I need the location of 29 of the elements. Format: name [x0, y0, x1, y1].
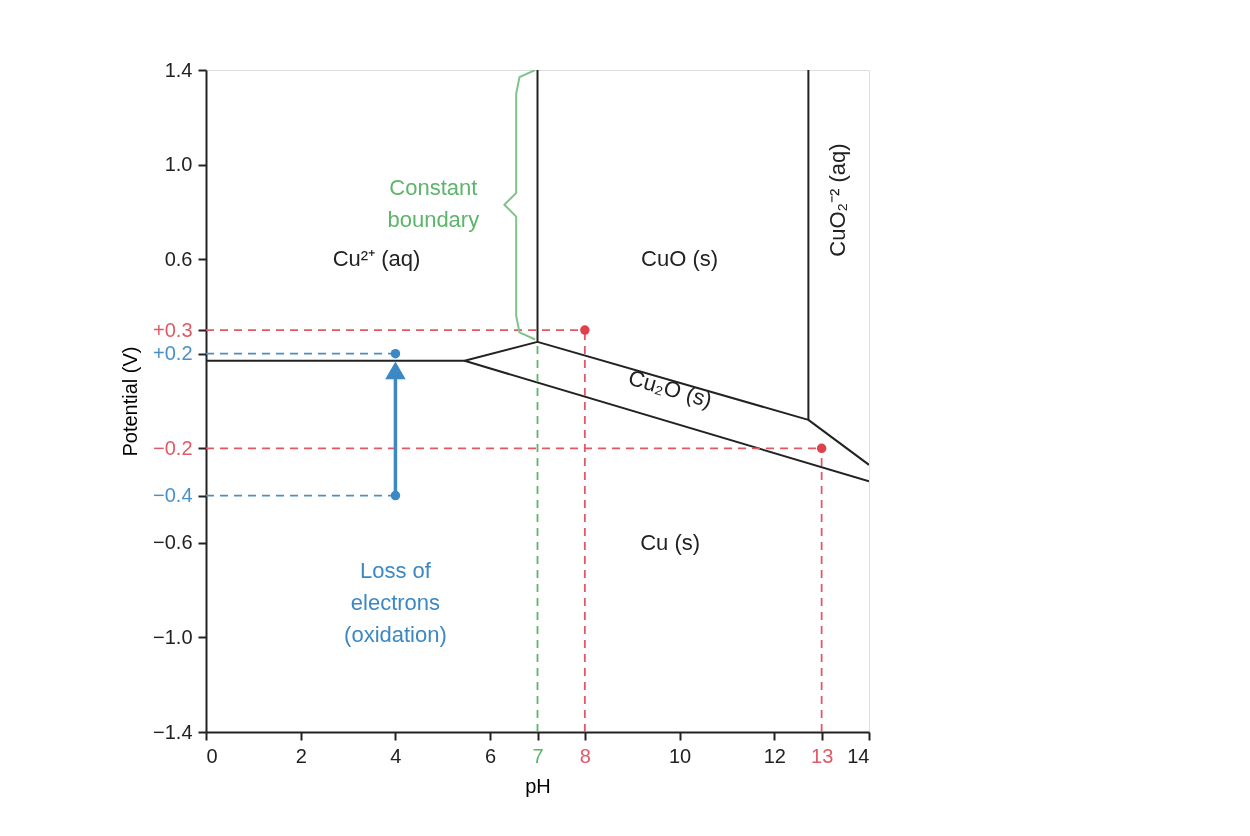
- annotation: Cu (s): [640, 529, 701, 555]
- x-tick-label: 4: [390, 744, 402, 767]
- x-tick-label: 13: [811, 744, 834, 767]
- x-tick-label: 6: [485, 744, 497, 767]
- x-tick-label: 12: [763, 744, 786, 767]
- y-tick-label: −0.2: [153, 436, 193, 459]
- x-tick-label: 10: [668, 744, 692, 767]
- annotation: Cu₂O (s): [625, 364, 715, 413]
- y-tick-label: 0.6: [164, 247, 193, 270]
- y-tick-label: 1.4: [164, 58, 193, 81]
- y-tick-label: +0.2: [153, 342, 193, 365]
- annotation: Constant boundary: [387, 175, 480, 233]
- y-tick-label: −0.4: [153, 484, 193, 507]
- y-tick-label: 1.0: [164, 153, 193, 176]
- x-axis-title: pH: [525, 774, 551, 797]
- y-tick-label: −1.4: [153, 720, 193, 743]
- x-tick-label: 0: [206, 744, 218, 767]
- x-tick-label: 14: [847, 744, 870, 767]
- x-tick-label: 7: [532, 744, 544, 767]
- annotation: Loss of electrons (oxidation): [344, 558, 447, 648]
- y-tick-label: +0.3: [153, 318, 193, 341]
- y-tick-label: −1.0: [153, 625, 193, 648]
- y-axis-title: Potential (V): [119, 346, 142, 457]
- x-tick-label: 2: [295, 744, 307, 767]
- annotation: CuO₂⁻² (aq): [825, 143, 851, 257]
- annotation: Cu²⁺ (aq): [332, 246, 421, 272]
- annotation: CuO (s): [641, 246, 719, 272]
- x-tick-label: 8: [579, 744, 591, 767]
- y-tick-label: −0.6: [153, 531, 193, 554]
